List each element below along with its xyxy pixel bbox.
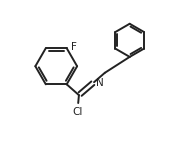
- Text: F: F: [71, 42, 77, 52]
- Text: Cl: Cl: [72, 107, 83, 117]
- Text: N: N: [96, 78, 104, 88]
